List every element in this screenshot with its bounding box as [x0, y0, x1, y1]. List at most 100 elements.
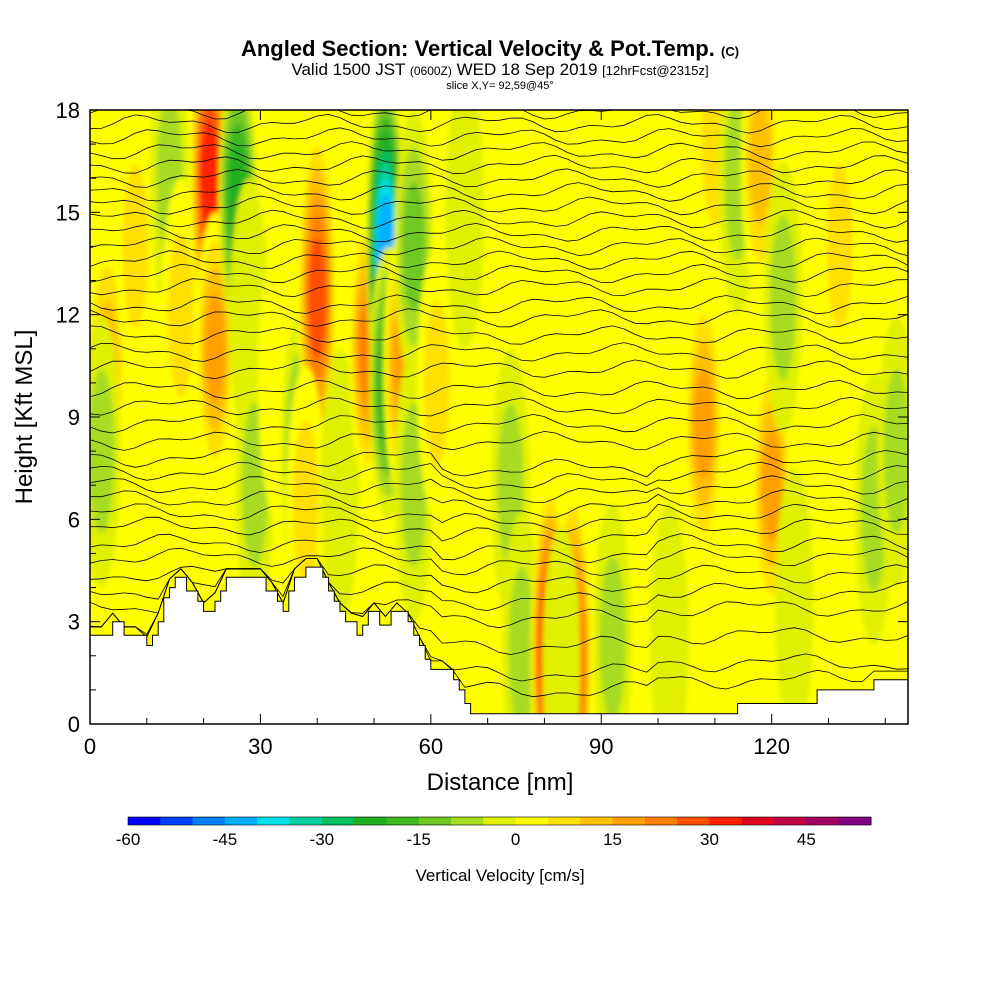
colorbar-swatch — [612, 817, 646, 825]
isentrope-line — [90, 113, 908, 134]
isentrope-line — [90, 558, 908, 594]
colorbar-swatch — [257, 817, 291, 825]
velocity-band — [761, 429, 782, 541]
velocity-band — [90, 368, 115, 534]
isentrope-line — [90, 277, 908, 298]
y-tick-label: 12 — [56, 303, 80, 328]
isentrope-line — [90, 168, 908, 188]
isentrope-line — [90, 430, 908, 451]
isentrope-line — [90, 308, 908, 328]
velocity-feature — [775, 468, 814, 724]
colorbar-swatch — [128, 817, 161, 825]
axes: 0 30 60 90 120 0 3 6 9 12 15 18 — [56, 98, 908, 759]
colorbar-swatch — [418, 817, 452, 825]
velocity-feature — [763, 161, 803, 434]
isentrope-line — [90, 110, 908, 120]
isentrope-line — [90, 263, 908, 284]
colorbar-tick-label: 0 — [511, 830, 520, 849]
colorbar-swatch — [289, 817, 323, 825]
isentrope-line — [90, 533, 908, 564]
isentrope-line — [90, 222, 908, 243]
isentrope-line — [90, 127, 908, 148]
colorbar-swatch — [354, 817, 387, 825]
isentrope-line — [90, 516, 908, 547]
isentrope-line — [90, 236, 908, 257]
colorbar-swatch — [580, 817, 614, 825]
colorbar-tick-label: 45 — [797, 830, 816, 849]
velocity-band — [308, 237, 327, 358]
velocity-band — [508, 566, 535, 724]
colorbar-swatch — [451, 817, 484, 825]
velocity-band — [693, 368, 714, 480]
colorbar-tick-label: -45 — [213, 830, 238, 849]
isentrope-line — [90, 396, 908, 417]
velocity-feature — [417, 246, 456, 519]
velocity-band — [320, 349, 360, 622]
colorbar-tick-label: 15 — [603, 830, 622, 849]
velocity-band — [650, 502, 689, 724]
y-tick-label: 0 — [68, 712, 80, 737]
x-tick-label: 0 — [84, 734, 96, 759]
velocity-feature — [90, 315, 121, 588]
velocity-band — [292, 419, 319, 585]
colorbar-swatch — [160, 817, 194, 825]
velocity-band — [402, 181, 425, 311]
colorbar-tick-label: 30 — [700, 830, 719, 849]
colorbar-swatch — [709, 817, 743, 825]
isentrope-line — [90, 379, 908, 400]
velocity-feature — [542, 526, 581, 724]
velocity-band — [775, 468, 814, 724]
isentrope-line — [90, 489, 908, 518]
velocity-band — [769, 215, 797, 380]
terrain — [90, 566, 908, 724]
colorbar-swatch — [741, 817, 775, 825]
isentrope-line — [90, 182, 908, 202]
isentrope-line — [90, 250, 908, 270]
chart-title: Angled Section: Vertical Velocity & Pot.… — [241, 36, 739, 61]
velocity-band — [604, 110, 644, 383]
isentrope-line — [90, 294, 908, 315]
velocity-band — [423, 300, 450, 466]
colorbar: -60 -45 -30 -15 0 15 30 45 — [116, 816, 872, 849]
isentrope-line — [90, 359, 908, 380]
y-tick-label: 6 — [68, 507, 80, 532]
isentrope-line — [90, 413, 908, 434]
velocity-band — [122, 164, 149, 329]
velocity-band — [599, 556, 626, 722]
y-axis-label: Height [Kft MSL] — [11, 330, 38, 505]
colorbar-swatch — [806, 817, 840, 825]
y-tick-label: 15 — [56, 200, 80, 225]
colorbar-swatch — [838, 817, 872, 825]
isentrope-line — [90, 475, 908, 503]
y-tick-label: 3 — [68, 610, 80, 635]
plot-area — [90, 110, 908, 724]
velocity-feature — [650, 502, 689, 724]
colorbar-tick-label: -60 — [116, 830, 141, 849]
isentrope-line — [90, 195, 908, 216]
colorbar-swatch — [774, 817, 807, 825]
colorbar-swatch — [644, 817, 678, 825]
isentrope-line — [90, 325, 908, 345]
colorbar-label: Vertical Velocity [cm/s] — [415, 866, 584, 885]
velocity-band — [167, 232, 194, 398]
velocity-feature — [593, 502, 632, 724]
isentrope-line — [90, 154, 908, 175]
isentrope-line — [90, 209, 908, 229]
x-tick-label: 30 — [248, 734, 272, 759]
velocity-band — [205, 293, 225, 405]
y-tick-label: 18 — [56, 98, 80, 123]
isentrope-lines — [90, 110, 908, 698]
velocity-band — [883, 368, 908, 534]
colorbar-swatch — [386, 817, 420, 825]
velocity-feature — [320, 349, 360, 622]
colorbar-swatch — [515, 817, 549, 825]
colorbar-tick-label: -30 — [310, 830, 335, 849]
isentrope-line — [90, 448, 908, 478]
x-tick-label: 120 — [753, 734, 790, 759]
velocity-band — [749, 110, 772, 226]
isentrope-line — [90, 461, 908, 489]
x-tick-label: 60 — [419, 734, 443, 759]
velocity-band — [542, 526, 581, 724]
colorbar-swatch — [224, 817, 258, 825]
isentrope-line — [90, 141, 908, 161]
